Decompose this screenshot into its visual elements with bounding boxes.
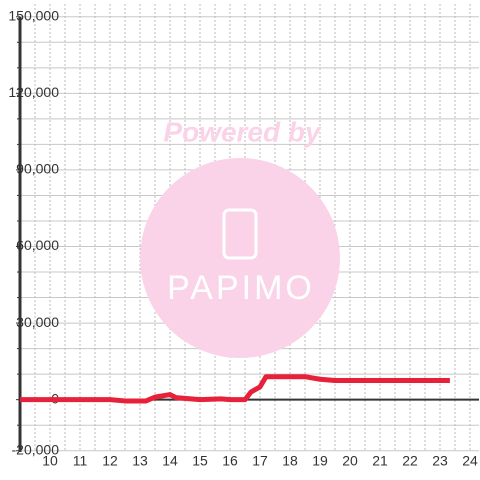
y-tick-label: 120,000	[8, 84, 59, 100]
x-tick-label: 23	[432, 453, 448, 469]
x-tick-label: 21	[372, 453, 388, 469]
y-tick-label: 150,000	[8, 7, 59, 23]
y-tick-label: 60,000	[16, 237, 59, 253]
x-tick-label: 22	[402, 453, 418, 469]
y-tick-label: 90,000	[16, 161, 59, 177]
series-line	[20, 374, 450, 404]
x-tick-label: 18	[282, 453, 298, 469]
watermark: Powered by PAPIMO	[140, 116, 340, 358]
x-tick-label: 12	[102, 453, 118, 469]
y-tick-label: 30,000	[16, 314, 59, 330]
x-tick-label: 19	[312, 453, 328, 469]
x-tick-label: 20	[342, 453, 358, 469]
x-tick-label: 15	[192, 453, 208, 469]
x-tick-label: 14	[162, 453, 178, 469]
x-tick-label: 16	[222, 453, 238, 469]
watermark-logo: PAPIMO	[167, 269, 315, 307]
x-tick-label: 24	[462, 453, 478, 469]
plot: -20,000030,00060,00090,000120,000150,000…	[8, 7, 479, 469]
x-tick-label: 11	[73, 453, 88, 469]
y-tick-label: -20,000	[12, 441, 60, 457]
x-tick-label: 17	[252, 453, 268, 469]
x-tick-label: 10	[42, 453, 58, 469]
watermark-icon	[222, 208, 258, 260]
x-tick-label: 13	[132, 453, 148, 469]
watermark-title: Powered by	[163, 116, 322, 147]
